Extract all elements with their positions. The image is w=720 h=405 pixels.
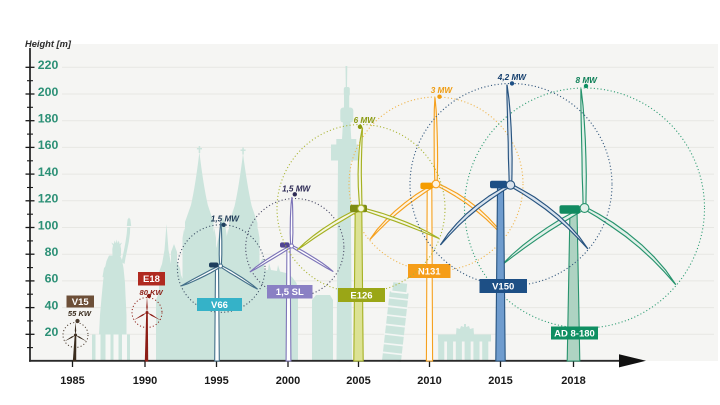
svg-text:V15: V15 <box>72 297 90 308</box>
svg-text:2000: 2000 <box>276 375 300 387</box>
svg-text:AD 8-180: AD 8-180 <box>554 328 595 339</box>
svg-text:40: 40 <box>45 298 59 312</box>
svg-text:20: 20 <box>45 325 59 339</box>
svg-text:1,5 MW: 1,5 MW <box>282 184 311 193</box>
svg-text:120: 120 <box>38 192 59 206</box>
svg-text:180: 180 <box>38 112 59 126</box>
svg-text:8 MW: 8 MW <box>576 76 599 85</box>
svg-text:1990: 1990 <box>133 375 157 387</box>
svg-text:1,5 SL: 1,5 SL <box>276 287 304 298</box>
svg-text:V150: V150 <box>492 281 514 292</box>
svg-text:220: 220 <box>38 58 59 72</box>
svg-text:80 KW: 80 KW <box>139 288 163 297</box>
svg-text:V66: V66 <box>211 300 228 311</box>
svg-text:Height [m]: Height [m] <box>25 39 72 49</box>
svg-text:2005: 2005 <box>346 375 370 387</box>
svg-text:1,5 MW: 1,5 MW <box>211 214 240 223</box>
svg-text:4,2 MW: 4,2 MW <box>497 73 527 82</box>
svg-text:E126: E126 <box>350 290 372 301</box>
svg-text:55 KW: 55 KW <box>68 309 92 318</box>
svg-text:3 MW: 3 MW <box>431 86 454 95</box>
svg-text:140: 140 <box>38 165 59 179</box>
svg-text:N131: N131 <box>418 266 441 277</box>
svg-text:2010: 2010 <box>417 375 441 387</box>
svg-text:200: 200 <box>38 85 59 99</box>
svg-text:80: 80 <box>45 245 59 259</box>
svg-text:2018: 2018 <box>561 375 585 387</box>
svg-text:2015: 2015 <box>488 375 512 387</box>
svg-text:E18: E18 <box>143 274 160 285</box>
svg-text:6 MW: 6 MW <box>354 116 377 125</box>
svg-text:1985: 1985 <box>60 375 84 387</box>
svg-text:160: 160 <box>38 138 59 152</box>
svg-text:100: 100 <box>38 218 59 232</box>
svg-text:60: 60 <box>45 272 59 286</box>
svg-text:1995: 1995 <box>204 375 228 387</box>
